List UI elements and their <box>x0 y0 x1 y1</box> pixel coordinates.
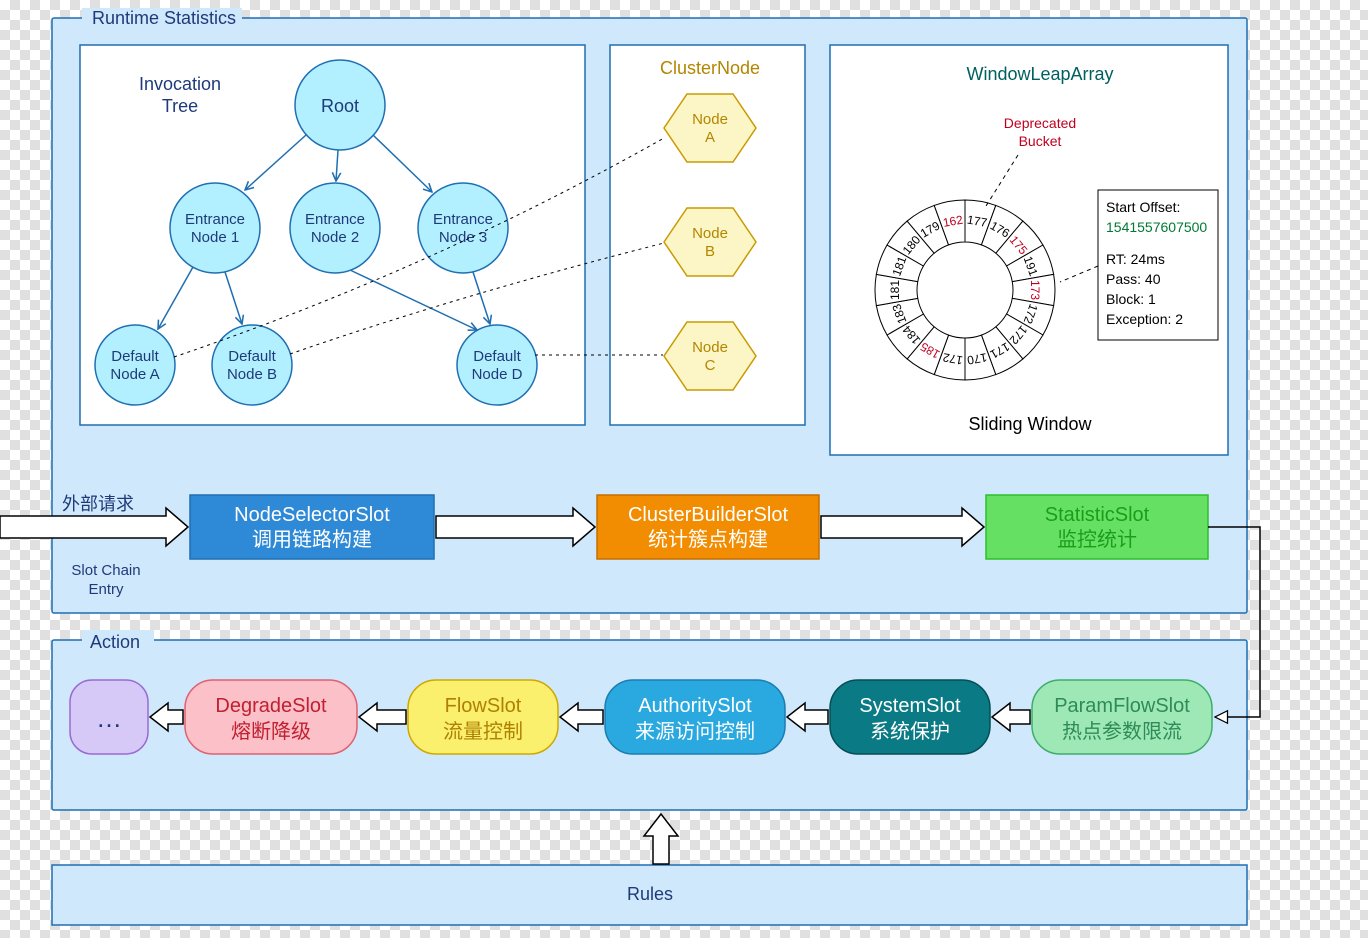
svg-text:DegradeSlot: DegradeSlot <box>215 695 327 717</box>
svg-text:系统保护: 系统保护 <box>870 720 950 743</box>
tree-title-1: Invocation <box>139 74 221 94</box>
entrance-node-1: Entrance Node 1 <box>170 183 260 273</box>
default-node-b: Default Node B <box>212 325 292 405</box>
svg-text:Node 2: Node 2 <box>311 229 359 246</box>
window-title: WindowLeapArray <box>966 64 1113 84</box>
svg-text:熔断降级: 熔断降级 <box>231 720 311 743</box>
tree-title-2: Tree <box>162 96 198 116</box>
default-node-a: Default Node A <box>95 325 175 405</box>
action-panel: Action … DegradeSlot 熔断降级 FlowSlot 流量控制 Auth… <box>52 630 1247 810</box>
svg-text:Entrance: Entrance <box>185 211 245 228</box>
deprecated-2: Bucket <box>1019 133 1062 149</box>
svg-text:Node B: Node B <box>227 366 277 383</box>
rules-title: Rules <box>627 884 673 904</box>
svg-text:FlowSlot: FlowSlot <box>445 695 522 717</box>
entry-label-2: Entry <box>88 581 124 598</box>
svg-text:Node A: Node A <box>110 366 159 383</box>
svg-text:173: 173 <box>1028 280 1042 300</box>
svg-text:热点参数限流: 热点参数限流 <box>1062 720 1182 743</box>
svg-text:Default: Default <box>473 348 521 365</box>
svg-text:Node: Node <box>692 111 728 128</box>
svg-text:1541557607500: 1541557607500 <box>1106 219 1207 235</box>
svg-text:Default: Default <box>228 348 276 365</box>
svg-text:NodeSelectorSlot: NodeSelectorSlot <box>234 504 390 526</box>
window-panel: WindowLeapArray Deprecated Bucket 177176… <box>830 45 1228 455</box>
svg-text:Start Offset:: Start Offset: <box>1106 199 1180 215</box>
svg-text:SystemSlot: SystemSlot <box>859 695 961 717</box>
svg-text:Block: 1: Block: 1 <box>1106 291 1156 307</box>
svg-text:Node: Node <box>692 339 728 356</box>
default-node-d: Default Node D <box>457 325 537 405</box>
action-title: Action <box>90 632 140 652</box>
svg-text:Exception: 2: Exception: 2 <box>1106 311 1183 327</box>
slot-1: NodeSelectorSlot 调用链路构建 <box>190 495 434 559</box>
svg-text:Entrance: Entrance <box>433 211 493 228</box>
pill-more: … <box>70 680 148 754</box>
svg-text:监控统计: 监控统计 <box>1057 528 1137 551</box>
svg-text:RT: 24ms: RT: 24ms <box>1106 251 1165 267</box>
svg-text:C: C <box>705 357 716 374</box>
deprecated-1: Deprecated <box>1004 115 1076 131</box>
svg-text:181: 181 <box>888 280 902 300</box>
svg-text:ParamFlowSlot: ParamFlowSlot <box>1054 695 1190 717</box>
rules-arrow <box>644 814 678 864</box>
svg-text:A: A <box>705 129 715 146</box>
svg-text:StatisticSlot: StatisticSlot <box>1045 504 1150 526</box>
svg-text:…: … <box>96 703 122 733</box>
svg-text:流量控制: 流量控制 <box>443 720 523 743</box>
cluster-title: ClusterNode <box>660 58 760 78</box>
svg-text:AuthoritySlot: AuthoritySlot <box>638 695 752 717</box>
svg-text:调用链路构建: 调用链路构建 <box>252 528 372 551</box>
entrance-node-3: Entrance Node 3 <box>418 183 508 273</box>
window-footer: Sliding Window <box>968 414 1092 434</box>
svg-text:Node D: Node D <box>472 366 523 383</box>
entrance-node-2: Entrance Node 2 <box>290 183 380 273</box>
slot-2: ClusterBuilderSlot 统计簇点构建 <box>597 495 819 559</box>
svg-text:Node 1: Node 1 <box>191 229 239 246</box>
svg-text:B: B <box>705 243 715 260</box>
entry-label-1: Slot Chain <box>71 562 140 579</box>
svg-text:ClusterBuilderSlot: ClusterBuilderSlot <box>628 504 789 526</box>
root-label: Root <box>321 96 359 116</box>
svg-text:Default: Default <box>111 348 159 365</box>
svg-text:Pass: 40: Pass: 40 <box>1106 271 1161 287</box>
window-info-box: Start Offset: 1541557607500 RT: 24ms Pas… <box>1098 190 1218 340</box>
svg-text:Node 3: Node 3 <box>439 229 487 246</box>
svg-text:Entrance: Entrance <box>305 211 365 228</box>
invocation-tree-panel: Invocation Tree Root Entrance Node 1 Ent… <box>80 45 585 425</box>
svg-text:统计簇点构建: 统计簇点构建 <box>648 528 768 551</box>
slot-3: StatisticSlot 监控统计 <box>986 495 1208 559</box>
runtime-title: Runtime Statistics <box>92 8 236 28</box>
svg-text:来源访问控制: 来源访问控制 <box>635 720 755 743</box>
cluster-panel: ClusterNode NodeANodeBNodeC <box>610 45 805 425</box>
ext-request-label: 外部请求 <box>62 494 134 514</box>
svg-text:Node: Node <box>692 225 728 242</box>
rules-panel: Rules <box>52 865 1247 925</box>
